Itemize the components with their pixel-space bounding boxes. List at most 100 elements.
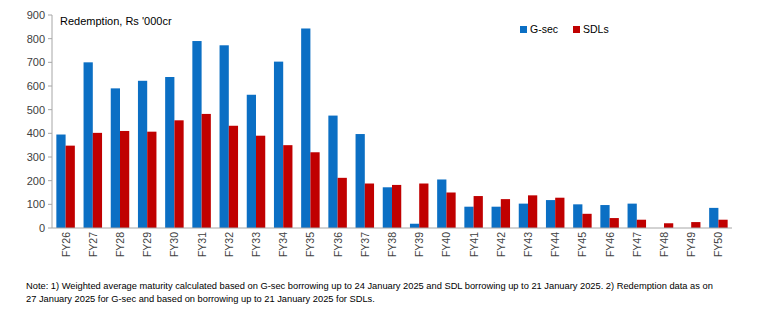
- x-tick-label: FY27: [87, 232, 99, 257]
- legend-label: G-sec: [530, 23, 558, 35]
- y-tick: [48, 228, 52, 229]
- bar: [637, 220, 646, 228]
- bar: [310, 152, 319, 228]
- bar: [356, 134, 365, 228]
- x-tick-label: FY40: [440, 232, 452, 257]
- bars: [56, 28, 727, 228]
- y-tick: [48, 62, 52, 63]
- bar: [301, 28, 310, 228]
- bar: [464, 207, 473, 228]
- x-tick-label: FY34: [277, 232, 289, 257]
- bar: [528, 195, 537, 228]
- y-tick: [48, 15, 52, 16]
- y-tick-label: 700: [27, 56, 45, 68]
- y-tick: [48, 109, 52, 110]
- bar: [628, 204, 637, 228]
- y-tick: [48, 133, 52, 134]
- bar: [111, 88, 120, 228]
- x-tick-label: FY38: [386, 232, 398, 257]
- x-tick-label: FY43: [522, 232, 534, 257]
- x-tick-label: FY50: [712, 232, 724, 257]
- legend-swatch: [573, 26, 580, 33]
- y-tick: [48, 38, 52, 39]
- x-tick-label: FY44: [549, 232, 561, 257]
- bar: [229, 126, 238, 228]
- x-tick-label: FY37: [359, 232, 371, 257]
- y-tick-label: 200: [27, 175, 45, 187]
- bar: [501, 199, 510, 228]
- y-tick-label: 900: [27, 9, 45, 21]
- x-tick-label: FY39: [413, 232, 425, 257]
- x-tick-label: FY28: [114, 232, 126, 257]
- y-tick: [48, 157, 52, 158]
- bar: [573, 204, 582, 228]
- bar: [220, 45, 229, 228]
- y-tick-label: 100: [27, 198, 45, 210]
- bar: [66, 146, 75, 228]
- bar: [718, 220, 727, 228]
- x-tick-label: FY46: [604, 232, 616, 257]
- bar: [56, 135, 65, 228]
- bar: [474, 196, 483, 228]
- bar: [328, 116, 337, 228]
- bar: [338, 178, 347, 228]
- bar: [274, 62, 283, 228]
- x-tick-label: FY42: [495, 232, 507, 257]
- note: Note: 1) Weighted average maturity calcu…: [26, 281, 713, 291]
- bar: [147, 132, 156, 228]
- x-tick-label: FY31: [196, 232, 208, 257]
- bar: [120, 131, 129, 228]
- bar: [555, 198, 564, 228]
- chart: 0 100 200 300 400 500 600 700 800 900 FY26 FY27 FY28…: [0, 0, 769, 312]
- bar: [256, 136, 265, 228]
- x-tick-label: FY26: [60, 232, 72, 257]
- bar: [437, 179, 446, 228]
- y-tick: [48, 86, 52, 87]
- x-tick-label: FY35: [304, 232, 316, 257]
- x-tick-label: FY49: [685, 232, 697, 257]
- bar: [392, 185, 401, 228]
- bar: [610, 218, 619, 228]
- y-tick-label: 800: [27, 33, 45, 45]
- x-tick-label: FY29: [141, 232, 153, 257]
- bar: [84, 62, 93, 228]
- y-tick-label: 400: [27, 127, 45, 139]
- x-tick-label: FY33: [250, 232, 262, 257]
- x-tick-label: FY48: [658, 232, 670, 257]
- bar: [600, 205, 609, 228]
- y-tick: [48, 204, 52, 205]
- x-tick-label: FY41: [468, 232, 480, 257]
- bar: [247, 95, 256, 228]
- bar: [283, 145, 292, 228]
- y-axis: [52, 15, 53, 228]
- legend-label: SDLs: [583, 23, 609, 35]
- bar: [446, 193, 455, 229]
- bar: [492, 207, 501, 228]
- y-tick-label: 300: [27, 151, 45, 163]
- x-tick-label: FY45: [576, 232, 588, 257]
- bar: [664, 223, 673, 228]
- x-tick-label: FY30: [168, 232, 180, 257]
- bar: [202, 114, 211, 228]
- bar: [419, 184, 428, 228]
- y-tick: [48, 180, 52, 181]
- bar: [410, 224, 419, 228]
- bar: [165, 77, 174, 228]
- bar: [365, 184, 374, 228]
- bar: [192, 41, 201, 228]
- note: 27 January 2025 for G-sec and based on b…: [26, 294, 375, 304]
- y-tick-label: 0: [39, 222, 45, 234]
- legend-swatch: [520, 26, 527, 33]
- bar: [691, 222, 700, 228]
- bar: [174, 120, 183, 228]
- x-tick-label: FY47: [631, 232, 643, 257]
- x-tick-label: FY32: [223, 232, 235, 257]
- y-tick-label: 600: [27, 80, 45, 92]
- x-tick-label: FY36: [332, 232, 344, 257]
- bar: [383, 187, 392, 228]
- x-axis: [52, 228, 732, 229]
- y-tick-label: 500: [27, 104, 45, 116]
- bar: [546, 200, 555, 228]
- bar: [582, 214, 591, 228]
- bar: [138, 81, 147, 228]
